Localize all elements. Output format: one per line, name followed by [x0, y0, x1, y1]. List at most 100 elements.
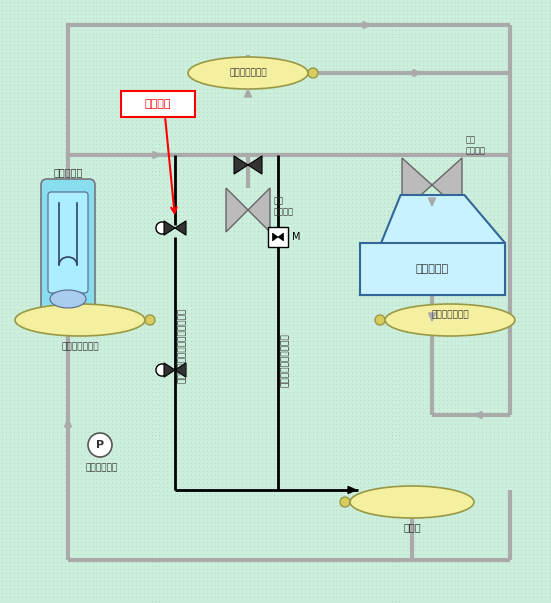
Point — [37, 80, 46, 90]
Point — [218, 253, 227, 263]
Point — [411, 40, 420, 50]
Point — [269, 435, 278, 444]
Point — [112, 376, 121, 385]
Point — [375, 163, 384, 172]
Point — [434, 96, 443, 106]
Point — [509, 233, 518, 243]
Point — [312, 25, 321, 34]
Point — [182, 376, 191, 385]
Point — [375, 309, 384, 318]
Point — [498, 257, 506, 267]
Point — [352, 56, 360, 66]
Point — [509, 178, 518, 188]
Point — [517, 119, 526, 129]
Point — [301, 88, 310, 98]
Point — [336, 431, 345, 440]
Point — [474, 541, 483, 551]
Point — [446, 411, 455, 421]
Point — [501, 107, 510, 117]
Point — [33, 245, 42, 255]
Point — [202, 40, 211, 50]
Point — [202, 273, 211, 283]
Point — [191, 348, 199, 358]
Point — [541, 344, 549, 353]
Point — [198, 163, 207, 172]
Point — [198, 210, 207, 219]
Point — [525, 348, 534, 358]
Point — [202, 435, 211, 444]
Point — [41, 581, 50, 590]
Point — [537, 292, 545, 302]
Point — [458, 490, 467, 499]
Point — [364, 454, 372, 464]
Point — [195, 171, 203, 180]
Point — [533, 214, 542, 224]
Point — [269, 450, 278, 460]
Point — [505, 96, 514, 106]
Point — [123, 486, 132, 496]
Point — [450, 64, 459, 74]
Point — [364, 423, 372, 432]
Point — [76, 458, 85, 468]
Point — [383, 549, 392, 558]
Point — [210, 482, 219, 491]
Point — [198, 537, 207, 547]
Point — [411, 407, 420, 417]
Point — [167, 332, 176, 342]
Point — [151, 131, 160, 141]
Point — [88, 564, 97, 574]
Point — [68, 269, 77, 279]
Point — [127, 52, 136, 62]
Point — [309, 324, 317, 334]
Point — [13, 395, 22, 405]
Point — [241, 505, 250, 515]
Point — [301, 553, 310, 563]
Point — [332, 576, 341, 586]
Point — [234, 387, 242, 397]
Point — [222, 371, 231, 381]
Point — [517, 387, 526, 397]
Point — [407, 431, 415, 440]
Point — [261, 1, 270, 11]
Point — [76, 344, 85, 353]
Point — [368, 596, 376, 603]
Point — [348, 364, 356, 373]
Point — [25, 561, 34, 570]
Point — [25, 277, 34, 286]
Point — [309, 0, 317, 7]
Point — [423, 9, 431, 19]
Point — [218, 474, 227, 484]
Point — [100, 25, 109, 34]
Point — [186, 482, 195, 491]
Point — [383, 411, 392, 421]
Point — [48, 490, 57, 499]
Point — [53, 458, 62, 468]
Point — [324, 151, 333, 160]
Point — [430, 206, 439, 216]
Point — [336, 399, 345, 409]
Point — [277, 356, 286, 365]
Point — [210, 13, 219, 22]
Point — [261, 569, 270, 578]
Point — [21, 233, 30, 243]
Point — [426, 446, 435, 456]
Point — [159, 399, 168, 409]
Point — [21, 37, 30, 46]
Point — [6, 348, 14, 358]
Point — [356, 553, 365, 563]
Point — [521, 364, 530, 373]
Point — [360, 233, 369, 243]
Point — [37, 218, 46, 227]
Point — [423, 29, 431, 39]
Point — [544, 553, 551, 563]
Point — [498, 233, 506, 243]
Point — [195, 403, 203, 412]
Point — [25, 17, 34, 27]
Point — [191, 541, 199, 551]
Point — [108, 269, 117, 279]
Point — [494, 17, 503, 27]
Point — [127, 387, 136, 397]
Point — [332, 33, 341, 42]
Point — [387, 273, 396, 283]
Point — [64, 348, 73, 358]
